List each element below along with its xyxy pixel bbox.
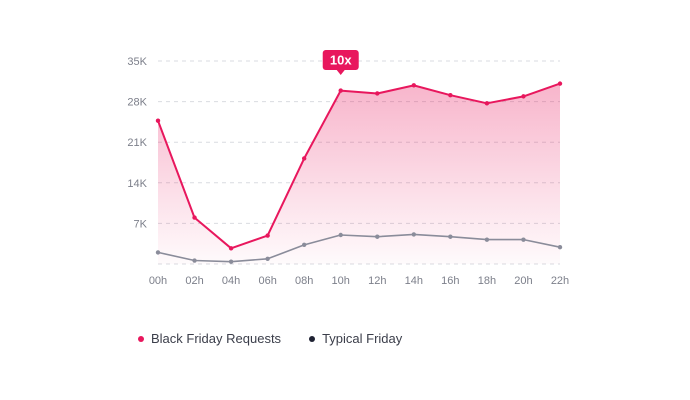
y-tick-label: 35K — [127, 56, 147, 68]
legend-marker-black-friday — [138, 335, 144, 342]
x-tick-label: 08h — [295, 275, 313, 287]
legend: Black Friday Requests Typical Friday — [138, 331, 402, 346]
x-tick-label: 04h — [222, 275, 240, 287]
annotation-bubble — [322, 50, 359, 70]
data-point-black-friday[interactable] — [484, 101, 490, 106]
legend-item-black-friday[interactable]: Black Friday Requests — [138, 331, 281, 346]
x-tick-label: 02h — [185, 275, 203, 287]
data-point-typical-friday[interactable] — [448, 234, 453, 239]
data-point-black-friday[interactable] — [448, 93, 453, 98]
x-tick-label: 12h — [368, 275, 386, 287]
x-tick-label: 10h — [332, 275, 350, 287]
x-tick-label: 16h — [441, 275, 459, 287]
data-point-black-friday[interactable] — [521, 94, 526, 99]
y-axis-ticks: 7K 14K 21K 28K 35K — [127, 56, 147, 230]
data-point-typical-friday[interactable] — [557, 244, 563, 250]
data-point-typical-friday[interactable] — [521, 237, 526, 242]
data-points — [155, 81, 563, 264]
data-point-black-friday[interactable] — [338, 88, 343, 93]
data-point-black-friday[interactable] — [411, 83, 417, 88]
data-point-typical-friday[interactable] — [155, 250, 161, 255]
x-tick-label: 14h — [405, 275, 423, 287]
data-point-typical-friday[interactable] — [301, 242, 307, 248]
y-tick-label: 7K — [134, 218, 148, 230]
data-point-typical-friday[interactable] — [375, 234, 380, 239]
y-tick-label: 28K — [127, 97, 147, 109]
legend-label-typical-friday: Typical Friday — [322, 331, 403, 346]
x-axis-ticks: 00h 02h 04h 06h 08h 10h 12h 14h 16h 18h 20h 22h — [149, 275, 569, 287]
x-tick-label: 22h — [551, 275, 569, 287]
y-tick-label: 21K — [127, 137, 147, 149]
x-tick-label: 00h — [149, 275, 167, 287]
data-point-black-friday[interactable] — [301, 156, 307, 161]
annotation-pointer — [336, 70, 345, 75]
series-area-black-friday — [158, 83, 560, 264]
x-tick-label: 18h — [478, 275, 496, 287]
data-point-black-friday[interactable] — [228, 246, 234, 251]
data-point-typical-friday[interactable] — [192, 258, 197, 263]
data-point-black-friday[interactable] — [557, 81, 563, 86]
x-tick-label: 06h — [258, 275, 276, 287]
legend-marker-typical-friday — [309, 335, 316, 342]
legend-label-black-friday: Black Friday Requests — [151, 331, 282, 346]
data-point-typical-friday[interactable] — [265, 256, 270, 261]
data-point-black-friday[interactable] — [155, 118, 161, 123]
annotation-callout: 10x — [322, 50, 359, 75]
data-point-typical-friday[interactable] — [338, 232, 343, 238]
x-tick-label: 20h — [514, 275, 532, 287]
data-point-black-friday[interactable] — [375, 91, 380, 96]
y-tick-label: 14K — [127, 178, 147, 190]
data-point-typical-friday[interactable] — [228, 259, 234, 264]
data-point-typical-friday[interactable] — [411, 232, 417, 237]
line-chart: 7K 14K 21K 28K 35K 00h 02h 04h 06h 08h 10h 12h 14h 1… — [127, 50, 569, 287]
area-fill — [158, 83, 560, 264]
data-point-black-friday[interactable] — [192, 215, 197, 220]
data-point-black-friday[interactable] — [265, 233, 270, 238]
annotation-label: 10x — [330, 53, 352, 68]
series-line-black-friday — [157, 82, 561, 250]
series-lines — [157, 82, 561, 263]
series-line-typical-friday — [157, 233, 561, 263]
legend-item-typical-friday[interactable]: Typical Friday — [309, 331, 402, 346]
data-point-typical-friday[interactable] — [484, 237, 490, 242]
